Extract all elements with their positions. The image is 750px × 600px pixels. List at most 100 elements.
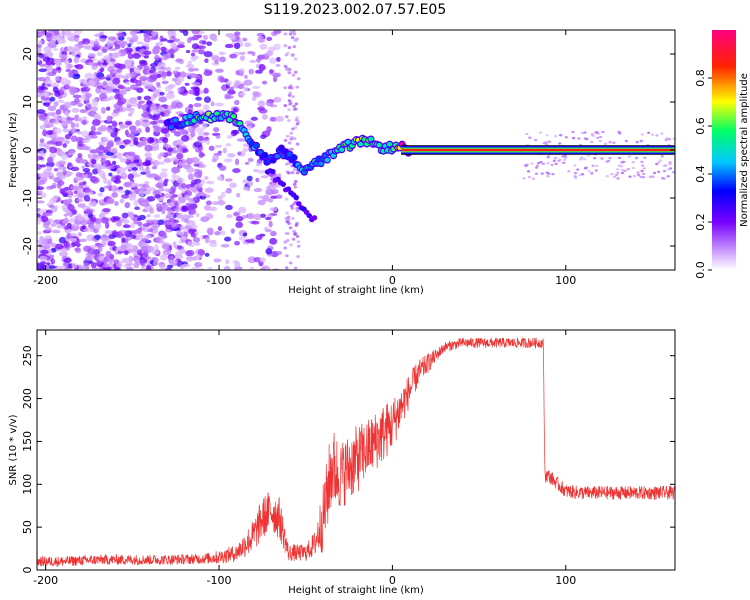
spectrogram-noise-blob <box>291 73 296 77</box>
spectrogram-noise-blob <box>136 41 144 45</box>
spectrogram-noise-blob <box>291 237 296 241</box>
spectrogram-noise-blob <box>125 107 135 111</box>
spectrogram-noise-blob <box>77 118 82 122</box>
spectrogram-noise-blob <box>149 74 158 80</box>
snr-xtick-label: -100 <box>207 574 232 587</box>
snr-xlabel: Height of straight line (km) <box>288 585 424 596</box>
spectrogram-noise-blob <box>641 164 645 167</box>
spectrogram-noise-blob <box>98 76 107 80</box>
spectrogram-noise-blob <box>186 255 194 262</box>
spectrogram-noise-blob <box>77 192 85 199</box>
spectrogram-noise-blob <box>116 167 122 175</box>
spectrogram-noise-blob <box>289 243 293 247</box>
spectrogram-noise-blob <box>128 194 137 201</box>
spectrogram-noise-blob <box>63 199 69 206</box>
spectrogram-noise-blob <box>115 174 122 181</box>
spectrogram-noise-blob <box>38 114 47 121</box>
spectrogram-noise-blob <box>129 38 134 45</box>
spectrogram-noise-blob <box>37 186 45 191</box>
spectrogram-noise-blob <box>296 255 300 259</box>
spectrogram-noise-blob <box>158 187 165 192</box>
spectrogram-noise-blob <box>37 200 45 204</box>
spectrogram-noise-blob <box>62 218 70 224</box>
spectrogram-noise-blob <box>157 181 164 186</box>
spectrogram-noise-blob <box>193 67 199 72</box>
spectrogram-noise-blob <box>187 214 194 219</box>
spectrogram-noise-blob <box>273 30 281 35</box>
spectrogram-noise-blob <box>283 240 288 244</box>
spectrogram-noise-blob <box>184 218 189 224</box>
spectrogram-noise-blob <box>188 67 195 72</box>
spectrogram-noise-blob <box>266 50 274 57</box>
spectrogram-noise-blob <box>161 203 169 210</box>
colorbar-tick-label: 0.0 <box>694 261 707 279</box>
spectrogram-noise-blob <box>53 59 62 64</box>
spectrogram-noise-blob <box>176 147 184 153</box>
snr-xtick-label: 100 <box>555 574 576 587</box>
spectrogram-noise-blob <box>94 163 101 169</box>
spectrogram-noise-blob <box>129 30 138 36</box>
spectrogram-noise-blob <box>239 55 246 61</box>
spectrogram-noise-blob <box>117 189 126 193</box>
spectrogram-noise-blob <box>40 215 49 223</box>
spectrogram-noise-blob <box>161 168 169 172</box>
spectrogram-noise-blob <box>173 219 179 224</box>
spectrogram-noise-blob <box>77 130 82 135</box>
spectrogram-noise-blob <box>63 257 72 263</box>
spectrogram-noise-blob <box>624 139 628 143</box>
spectrogram-noise-blob <box>252 95 257 101</box>
spectrogram-noise-blob <box>119 198 125 204</box>
spectrogram-noise-blob <box>114 201 119 207</box>
spectrogram-noise-blob <box>103 185 111 189</box>
spectrogram-noise-blob <box>38 30 43 35</box>
spectrogram-noise-blob <box>212 155 219 161</box>
spectrogram-ridge-core <box>324 157 330 163</box>
spectrogram-noise-blob <box>203 87 209 94</box>
spectrogram-noise-blob <box>571 130 575 134</box>
spectrogram-noise-blob <box>87 103 92 111</box>
spectrogram-noise-blob <box>94 234 102 240</box>
spectrogram-noise-blob <box>133 141 139 146</box>
spectrogram-noise-blob <box>275 63 281 67</box>
spectrogram-noise-blob <box>91 153 99 158</box>
spectrogram-noise-blob <box>66 210 73 216</box>
spectrogram-noise-blob <box>289 137 294 141</box>
spectrogram-noise-blob <box>172 171 177 179</box>
spectrogram-noise-blob <box>120 216 128 222</box>
spectrogram-noise-blob <box>287 119 291 123</box>
spectrogram-noise-blob <box>289 131 293 135</box>
spectrogram-noise-blob <box>119 144 125 149</box>
spectrogram-noise-blob <box>196 182 203 189</box>
spectrogram-noise-blob <box>117 250 122 255</box>
spectrogram-noise-blob <box>94 222 102 230</box>
spectrogram-noise-blob <box>84 72 94 80</box>
spectrogram-noise-blob <box>201 122 208 130</box>
spectrogram-noise-blob <box>217 226 223 232</box>
spectrogram-noise-blob <box>272 72 281 78</box>
spectrogram-noise-blob <box>144 181 149 185</box>
spectrogram-noise-blob <box>243 74 248 80</box>
spectrogram-noise-blob <box>129 72 136 78</box>
spectrogram-noise-blob <box>563 158 567 161</box>
spectrogram-noise-blob <box>107 65 115 73</box>
spectrogram-noise-blob <box>547 140 551 143</box>
spectrogram-noise-blob <box>230 228 235 234</box>
spectrogram-noise-blob <box>204 252 210 257</box>
spectrogram-noise-blob <box>209 242 218 248</box>
spectrogram-noise-blob <box>151 102 157 109</box>
spectrogram-noise-blob <box>205 200 212 206</box>
spectrogram-noise-blob <box>173 158 179 164</box>
spectrogram-noise-blob <box>244 120 253 126</box>
spectrogram-noise-blob <box>223 265 231 270</box>
spectrogram-noise-blob <box>582 158 587 161</box>
spectrogram-noise-blob <box>640 133 645 136</box>
spectrogram-noise-blob <box>295 142 300 146</box>
spectrogram-noise-blob <box>292 104 296 108</box>
spectrogram-noise-blob <box>215 144 222 148</box>
figure-title: S119.2023.002.07.57.E05 <box>264 2 447 18</box>
spectrogram-noise-blob <box>220 191 226 198</box>
spectrogram-noise-blob <box>126 151 136 156</box>
spectrogram-noise-blob <box>90 177 100 184</box>
spectrogram-noise-blob <box>76 198 84 202</box>
spectrogram-noise-blob <box>129 214 135 220</box>
